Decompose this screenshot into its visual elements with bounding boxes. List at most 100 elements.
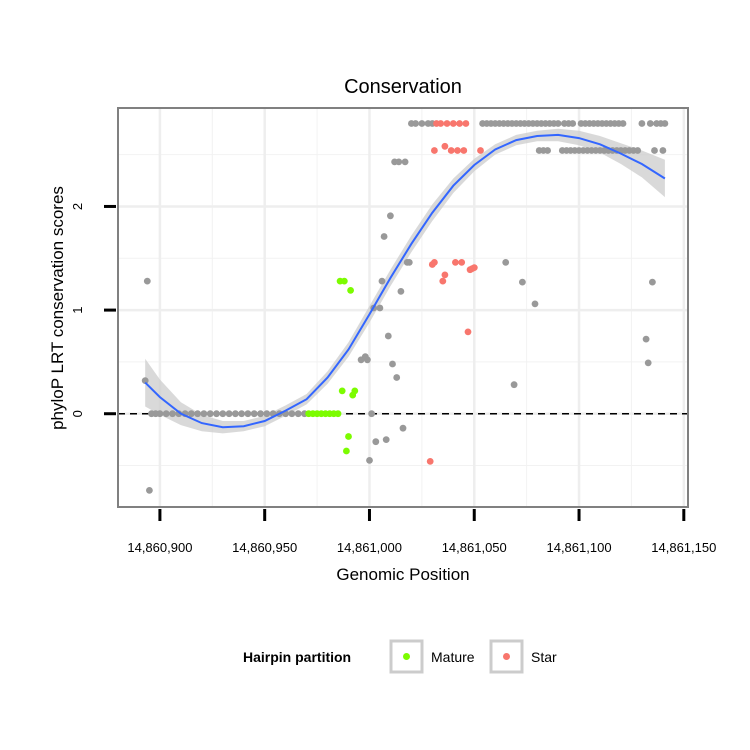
point-other [644,359,652,367]
plot-area [117,107,689,508]
point-other [412,120,419,127]
point-other [372,438,380,446]
point-other [393,374,401,381]
point-other [250,410,258,418]
series-star [426,120,484,465]
point-other [405,259,413,266]
point-other [143,277,151,285]
point-other [395,158,403,166]
point-other [387,212,394,220]
point-other [502,259,510,266]
point-other [175,410,183,418]
point-star [454,147,461,154]
point-mature [338,387,346,395]
point-other [169,410,176,418]
chart-title: Conservation [344,76,462,98]
point-other [382,436,390,443]
point-other [368,410,375,418]
point-other [200,410,208,418]
point-other [554,120,562,127]
point-star [458,259,466,266]
point-other [634,147,642,154]
point-other [378,277,386,285]
point-other [389,360,396,368]
data-points [141,120,669,494]
point-star [431,259,438,266]
point-other [638,120,646,127]
minor-gridlines [118,108,688,507]
point-other [288,410,296,418]
point-other [659,147,667,154]
point-other [263,410,271,418]
point-mature [351,387,359,395]
point-other [401,158,409,166]
point-star [437,120,445,127]
point-other [399,424,407,432]
x-axis-title: Genomic Position [336,565,469,584]
point-mature [343,447,350,455]
point-other [364,356,371,364]
point-star [456,120,463,127]
point-star [477,147,484,154]
point-other [194,410,202,418]
series-other [141,120,669,494]
legend-label-mature: Mature [431,649,475,665]
plot-panel [118,108,688,507]
point-other [544,147,551,154]
smooth-fit-line [144,133,666,429]
point-other [531,300,539,308]
point-star [426,458,434,465]
point-mature [345,433,352,440]
legend-label-star: Star [531,649,557,665]
point-other [380,233,388,240]
point-other [519,278,526,286]
point-other [418,120,426,127]
point-other [257,410,264,418]
confidence-ribbon [145,128,665,434]
point-star [449,120,457,127]
point-star [470,264,478,271]
point-other [661,120,669,127]
point-other [642,335,650,343]
point-star [431,147,438,154]
y-axis-title: phyloP LRT conservation scores [48,186,67,430]
point-other [238,410,246,418]
x-tick-label: 14,861,100 [546,540,611,555]
point-star [447,147,455,154]
x-tick-label: 14,860,950 [232,540,297,555]
legend-title: Hairpin partition [243,649,351,665]
plot-panel-border [117,107,689,508]
point-star [460,147,468,154]
point-mature [334,410,342,418]
point-star [441,271,449,279]
point-other [141,377,149,384]
point-star [443,120,451,127]
point-other [397,288,405,295]
point-other [619,120,627,127]
point-other [225,410,233,418]
point-star [464,328,472,336]
point-other [219,410,227,418]
point-star [441,142,449,150]
x-tick-label: 14,861,000 [337,540,402,555]
point-other [569,120,577,127]
point-star [462,120,470,127]
y-tick-label: 2 [70,203,85,210]
point-other [366,457,373,464]
legend-entry-star: Star [489,639,557,674]
point-mature [347,287,354,294]
x-axis: 14,860,900 14,860,950 14,861,000 14,861,050… [127,509,716,555]
point-other [213,410,220,418]
point-other [376,304,384,312]
legend-key-mature [403,653,410,660]
point-other [646,120,654,127]
point-other [162,410,170,418]
point-star [439,277,447,285]
point-other [294,410,302,418]
legend: Hairpin partition Mature Star [243,639,557,674]
point-other [206,410,214,418]
x-tick-label: 14,861,150 [651,540,716,555]
series-mature [305,277,359,455]
x-tick-label: 14,861,050 [442,540,507,555]
